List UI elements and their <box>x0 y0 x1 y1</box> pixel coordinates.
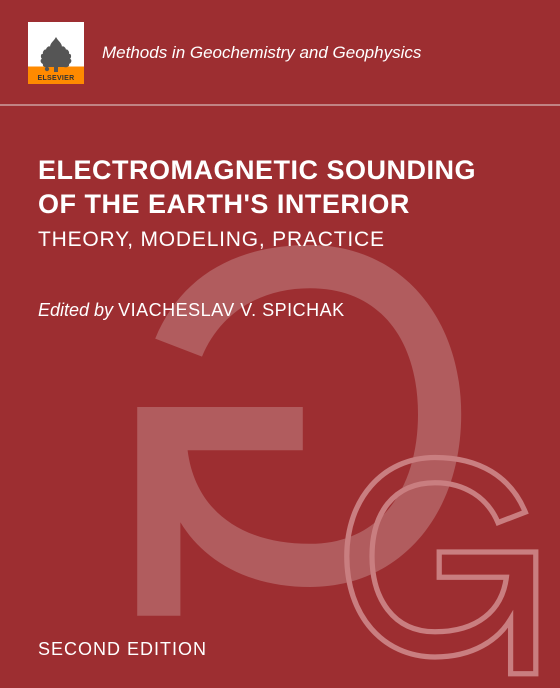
series-title: Methods in Geochemistry and Geophysics <box>102 43 421 63</box>
main-content: ELECTROMAGNETIC SOUNDING OF THE EARTH'S … <box>0 106 560 321</box>
watermark-g-small <box>330 445 540 680</box>
title-line-1: ELECTROMAGNETIC SOUNDING <box>38 154 560 188</box>
book-subtitle: THEORY, MODELING, PRACTICE <box>38 228 560 252</box>
header: ELSEVIER Methods in Geochemistry and Geo… <box>0 0 560 104</box>
publisher-logo: ELSEVIER <box>28 22 84 84</box>
title-line-2: OF THE EARTH'S INTERIOR <box>38 188 560 222</box>
editor-prefix: Edited by <box>38 300 118 320</box>
elsevier-tree-icon <box>36 35 76 73</box>
edition-label: SECOND EDITION <box>38 639 207 660</box>
publisher-name: ELSEVIER <box>37 75 74 82</box>
book-title: ELECTROMAGNETIC SOUNDING OF THE EARTH'S … <box>38 154 560 222</box>
editor-line: Edited by VIACHESLAV V. SPICHAK <box>38 300 560 321</box>
editor-name: VIACHESLAV V. SPICHAK <box>118 300 345 320</box>
